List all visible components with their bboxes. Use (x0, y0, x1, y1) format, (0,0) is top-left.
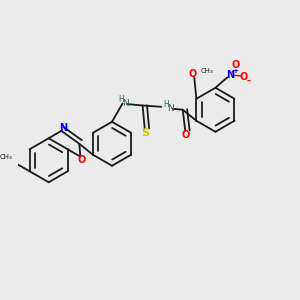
Text: -: - (246, 76, 250, 86)
Text: CH₃: CH₃ (201, 68, 214, 74)
Text: N: N (226, 70, 234, 80)
Text: H: H (118, 95, 124, 104)
Text: +: + (232, 68, 238, 74)
Text: O: O (189, 69, 197, 79)
Text: S: S (142, 128, 150, 138)
Text: O: O (78, 154, 86, 165)
Text: O: O (182, 130, 190, 140)
Text: H: H (164, 100, 169, 109)
Text: N: N (122, 99, 129, 108)
Text: O: O (239, 72, 247, 82)
Text: CH₃: CH₃ (0, 154, 13, 160)
Text: N: N (167, 104, 174, 113)
Text: O: O (232, 60, 240, 70)
Text: N: N (59, 123, 67, 133)
